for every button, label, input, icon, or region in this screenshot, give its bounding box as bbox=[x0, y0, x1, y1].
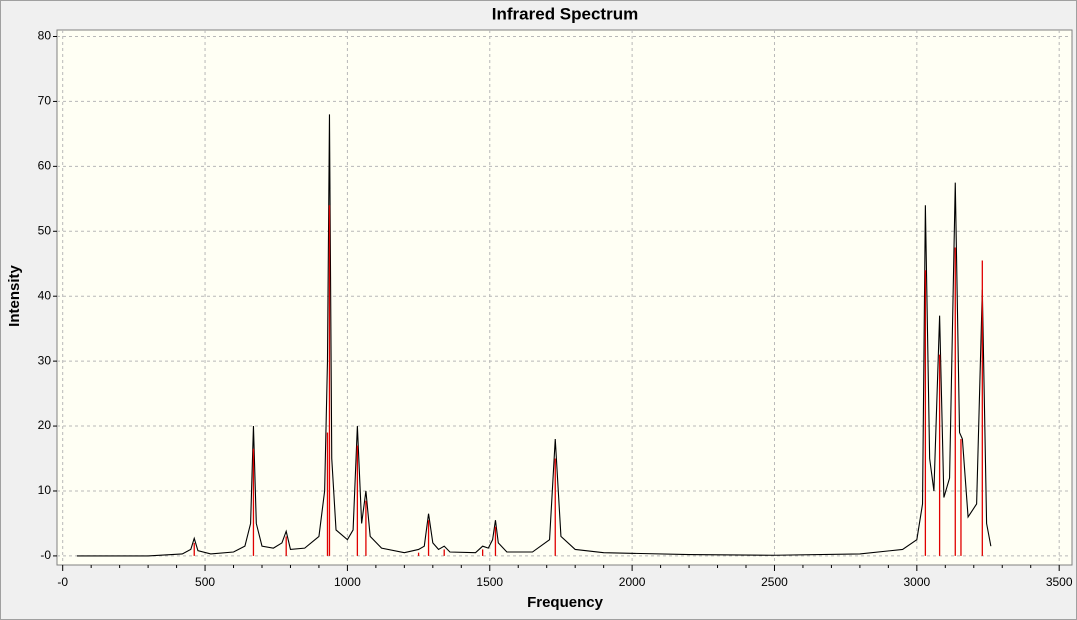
y-tick-label: 80 bbox=[38, 29, 52, 43]
x-tick-label: 1500 bbox=[476, 575, 503, 589]
x-tick-label: 1000 bbox=[334, 575, 361, 589]
y-axis-label: Intensity bbox=[6, 265, 23, 327]
y-tick-label: 70 bbox=[38, 94, 52, 108]
y-tick-label: 30 bbox=[38, 353, 52, 367]
y-tick-label: 20 bbox=[38, 418, 52, 432]
y-tick-label: -0 bbox=[40, 548, 51, 562]
y-tick-label: 10 bbox=[38, 483, 52, 497]
y-tick-label: 40 bbox=[38, 288, 52, 302]
plot-area bbox=[56, 29, 1073, 566]
x-tick-label: 2500 bbox=[761, 575, 788, 589]
x-tick-label: 3500 bbox=[1046, 575, 1073, 589]
x-tick-label: 500 bbox=[195, 575, 215, 589]
x-axis-label: Frequency bbox=[527, 594, 604, 611]
x-tick-label: -0 bbox=[57, 575, 68, 589]
x-tick-label: 3000 bbox=[903, 575, 930, 589]
spectrum-line bbox=[76, 114, 992, 557]
y-tick-label: 60 bbox=[38, 159, 52, 173]
chart-title: Infrared Spectrum bbox=[492, 4, 638, 23]
y-tick-label: 50 bbox=[38, 223, 52, 237]
x-tick-label: 2000 bbox=[619, 575, 646, 589]
